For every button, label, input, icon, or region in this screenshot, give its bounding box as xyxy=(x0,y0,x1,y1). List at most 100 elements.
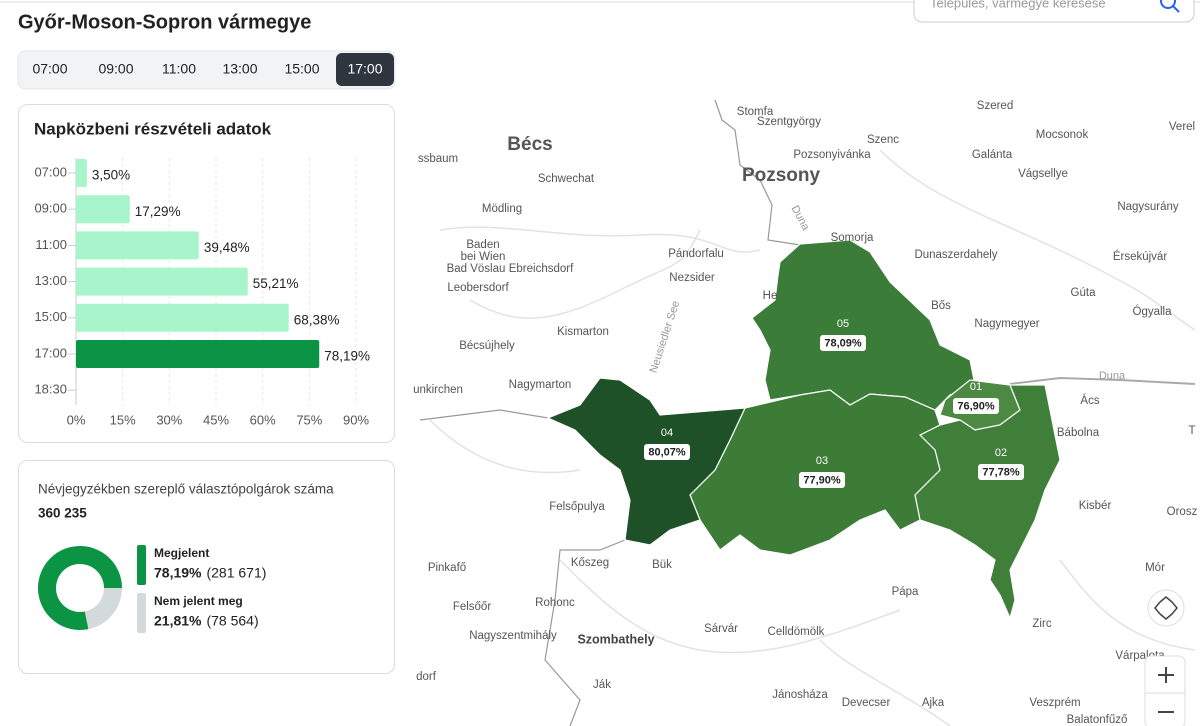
legend-percent: 78,19% xyxy=(154,565,202,581)
recenter-button[interactable] xyxy=(1147,589,1185,627)
bar xyxy=(76,303,289,332)
legend-name: Nem jelent meg xyxy=(154,594,243,608)
y-tick-label: 07:00 xyxy=(34,164,67,179)
search-icon[interactable] xyxy=(1160,0,1176,9)
time-tab[interactable]: 15:00 xyxy=(284,61,319,77)
place-label: Zirc xyxy=(1032,618,1051,630)
donut-segment xyxy=(84,588,122,630)
place-label: Bős xyxy=(931,300,951,312)
place-label: Pozsonyivánka xyxy=(793,149,871,161)
time-tab[interactable]: 07:00 xyxy=(32,61,67,77)
place-label: Leobersdorf xyxy=(447,282,509,294)
district[interactable] xyxy=(546,377,746,546)
x-tick-label: 60% xyxy=(250,412,276,427)
district-code: 01 xyxy=(970,381,982,393)
tab-active-bg[interactable] xyxy=(336,53,394,86)
time-tab[interactable]: 09:00 xyxy=(98,61,133,77)
place-label: Szered xyxy=(977,100,1013,112)
search-box[interactable] xyxy=(913,0,1195,23)
recenter-icon xyxy=(1154,596,1178,620)
search-icon xyxy=(1172,5,1180,13)
place-label: Szombathely xyxy=(577,632,654,646)
place-label: Duna xyxy=(1099,370,1126,382)
river xyxy=(1009,376,1196,385)
place-label: Baden xyxy=(466,239,499,251)
y-tick-label: 15:00 xyxy=(34,309,67,324)
page-title: Győr-Moson-Sopron vármegye xyxy=(18,11,311,33)
place-label: Ács xyxy=(1080,394,1099,407)
voters-card xyxy=(18,460,395,674)
place-label: Schwechat xyxy=(538,173,595,185)
district-badge xyxy=(644,444,690,460)
place-label: Ajka xyxy=(922,697,945,709)
place-label: Felsőőr xyxy=(453,601,492,613)
x-tick-label: 0% xyxy=(67,412,86,427)
y-tick-label: 09:00 xyxy=(34,201,67,216)
time-tab[interactable]: 13:00 xyxy=(222,61,257,77)
place-label: Galánta xyxy=(972,149,1013,161)
donut-segment xyxy=(38,546,123,630)
place-label: T xyxy=(1188,425,1195,437)
place-label: Neusiedler See xyxy=(648,299,683,374)
x-tick-label: 75% xyxy=(296,412,322,427)
district-code: 05 xyxy=(837,318,849,330)
value-label: 39,48% xyxy=(204,240,250,255)
district-turnout: 80,07% xyxy=(648,446,686,458)
place-label: Bük xyxy=(652,559,672,571)
place-label: Nezsider xyxy=(669,272,715,284)
value-label: 78,19% xyxy=(324,349,370,364)
district-code: 04 xyxy=(661,427,673,439)
place-label: ssbaum xyxy=(418,153,458,165)
legend-count: (281 671) xyxy=(206,565,266,581)
place-label: Pápa xyxy=(892,586,919,598)
district-turnout: 76,90% xyxy=(957,400,995,412)
place-label: Ógyalla xyxy=(1133,305,1173,318)
x-tick-label: 30% xyxy=(156,412,182,427)
value-label: 17,29% xyxy=(135,204,181,219)
time-tab[interactable]: 11:00 xyxy=(162,61,196,77)
district-turnout: 77,90% xyxy=(803,474,841,486)
place-label: Duna xyxy=(789,204,812,234)
value-label: 55,21% xyxy=(253,276,299,291)
y-tick-label: 17:00 xyxy=(34,345,67,360)
place-label: Devecser xyxy=(842,697,891,709)
place-label: Stomfa xyxy=(737,106,774,118)
place-label: Verel xyxy=(1169,121,1195,133)
place-label: Pozsony xyxy=(742,165,821,186)
place-label: Dunaszerdahely xyxy=(914,249,997,261)
place-label: Szentgyörgy xyxy=(757,116,821,128)
legend-swatch xyxy=(137,593,146,633)
place-label: Veszprém xyxy=(1029,697,1080,709)
place-label: Bécs xyxy=(507,134,552,155)
time-tabs xyxy=(17,50,396,90)
district[interactable] xyxy=(914,384,1061,620)
place-label: Ják xyxy=(593,679,611,691)
place-label: Felsőpulya xyxy=(549,501,605,513)
place-label: Mór xyxy=(1145,562,1165,574)
time-tab[interactable]: 17:00 xyxy=(347,61,382,77)
district-badge xyxy=(820,335,866,351)
legend-percent: 21,81% xyxy=(154,613,202,629)
place-label: Nagyszentmihály xyxy=(469,630,557,642)
zoom-controls xyxy=(1144,655,1186,726)
district-code: 03 xyxy=(816,455,828,467)
bar xyxy=(76,195,130,224)
place-label: Érsekújvár xyxy=(1113,250,1167,263)
voters-total: 360 235 xyxy=(38,506,87,521)
place-label: Mödling xyxy=(482,203,522,215)
district-turnout: 78,09% xyxy=(824,337,862,349)
place-label: He xyxy=(763,290,778,302)
place-label: Pándorfalu xyxy=(668,248,724,260)
district-badge xyxy=(799,472,845,488)
place-label: dorf xyxy=(416,671,437,683)
chart-title: Napközbeni részvételi adatok xyxy=(34,119,272,138)
district[interactable] xyxy=(751,239,976,411)
value-label: 3,50% xyxy=(92,168,130,183)
zoom-in[interactable] xyxy=(1158,667,1174,683)
place-label: Bad Vöslau xyxy=(447,263,506,275)
place-label: Kőszeg xyxy=(571,557,609,569)
x-tick-label: 45% xyxy=(203,412,229,427)
place-label: Mocsonok xyxy=(1036,129,1089,141)
x-tick-label: 90% xyxy=(343,412,369,427)
